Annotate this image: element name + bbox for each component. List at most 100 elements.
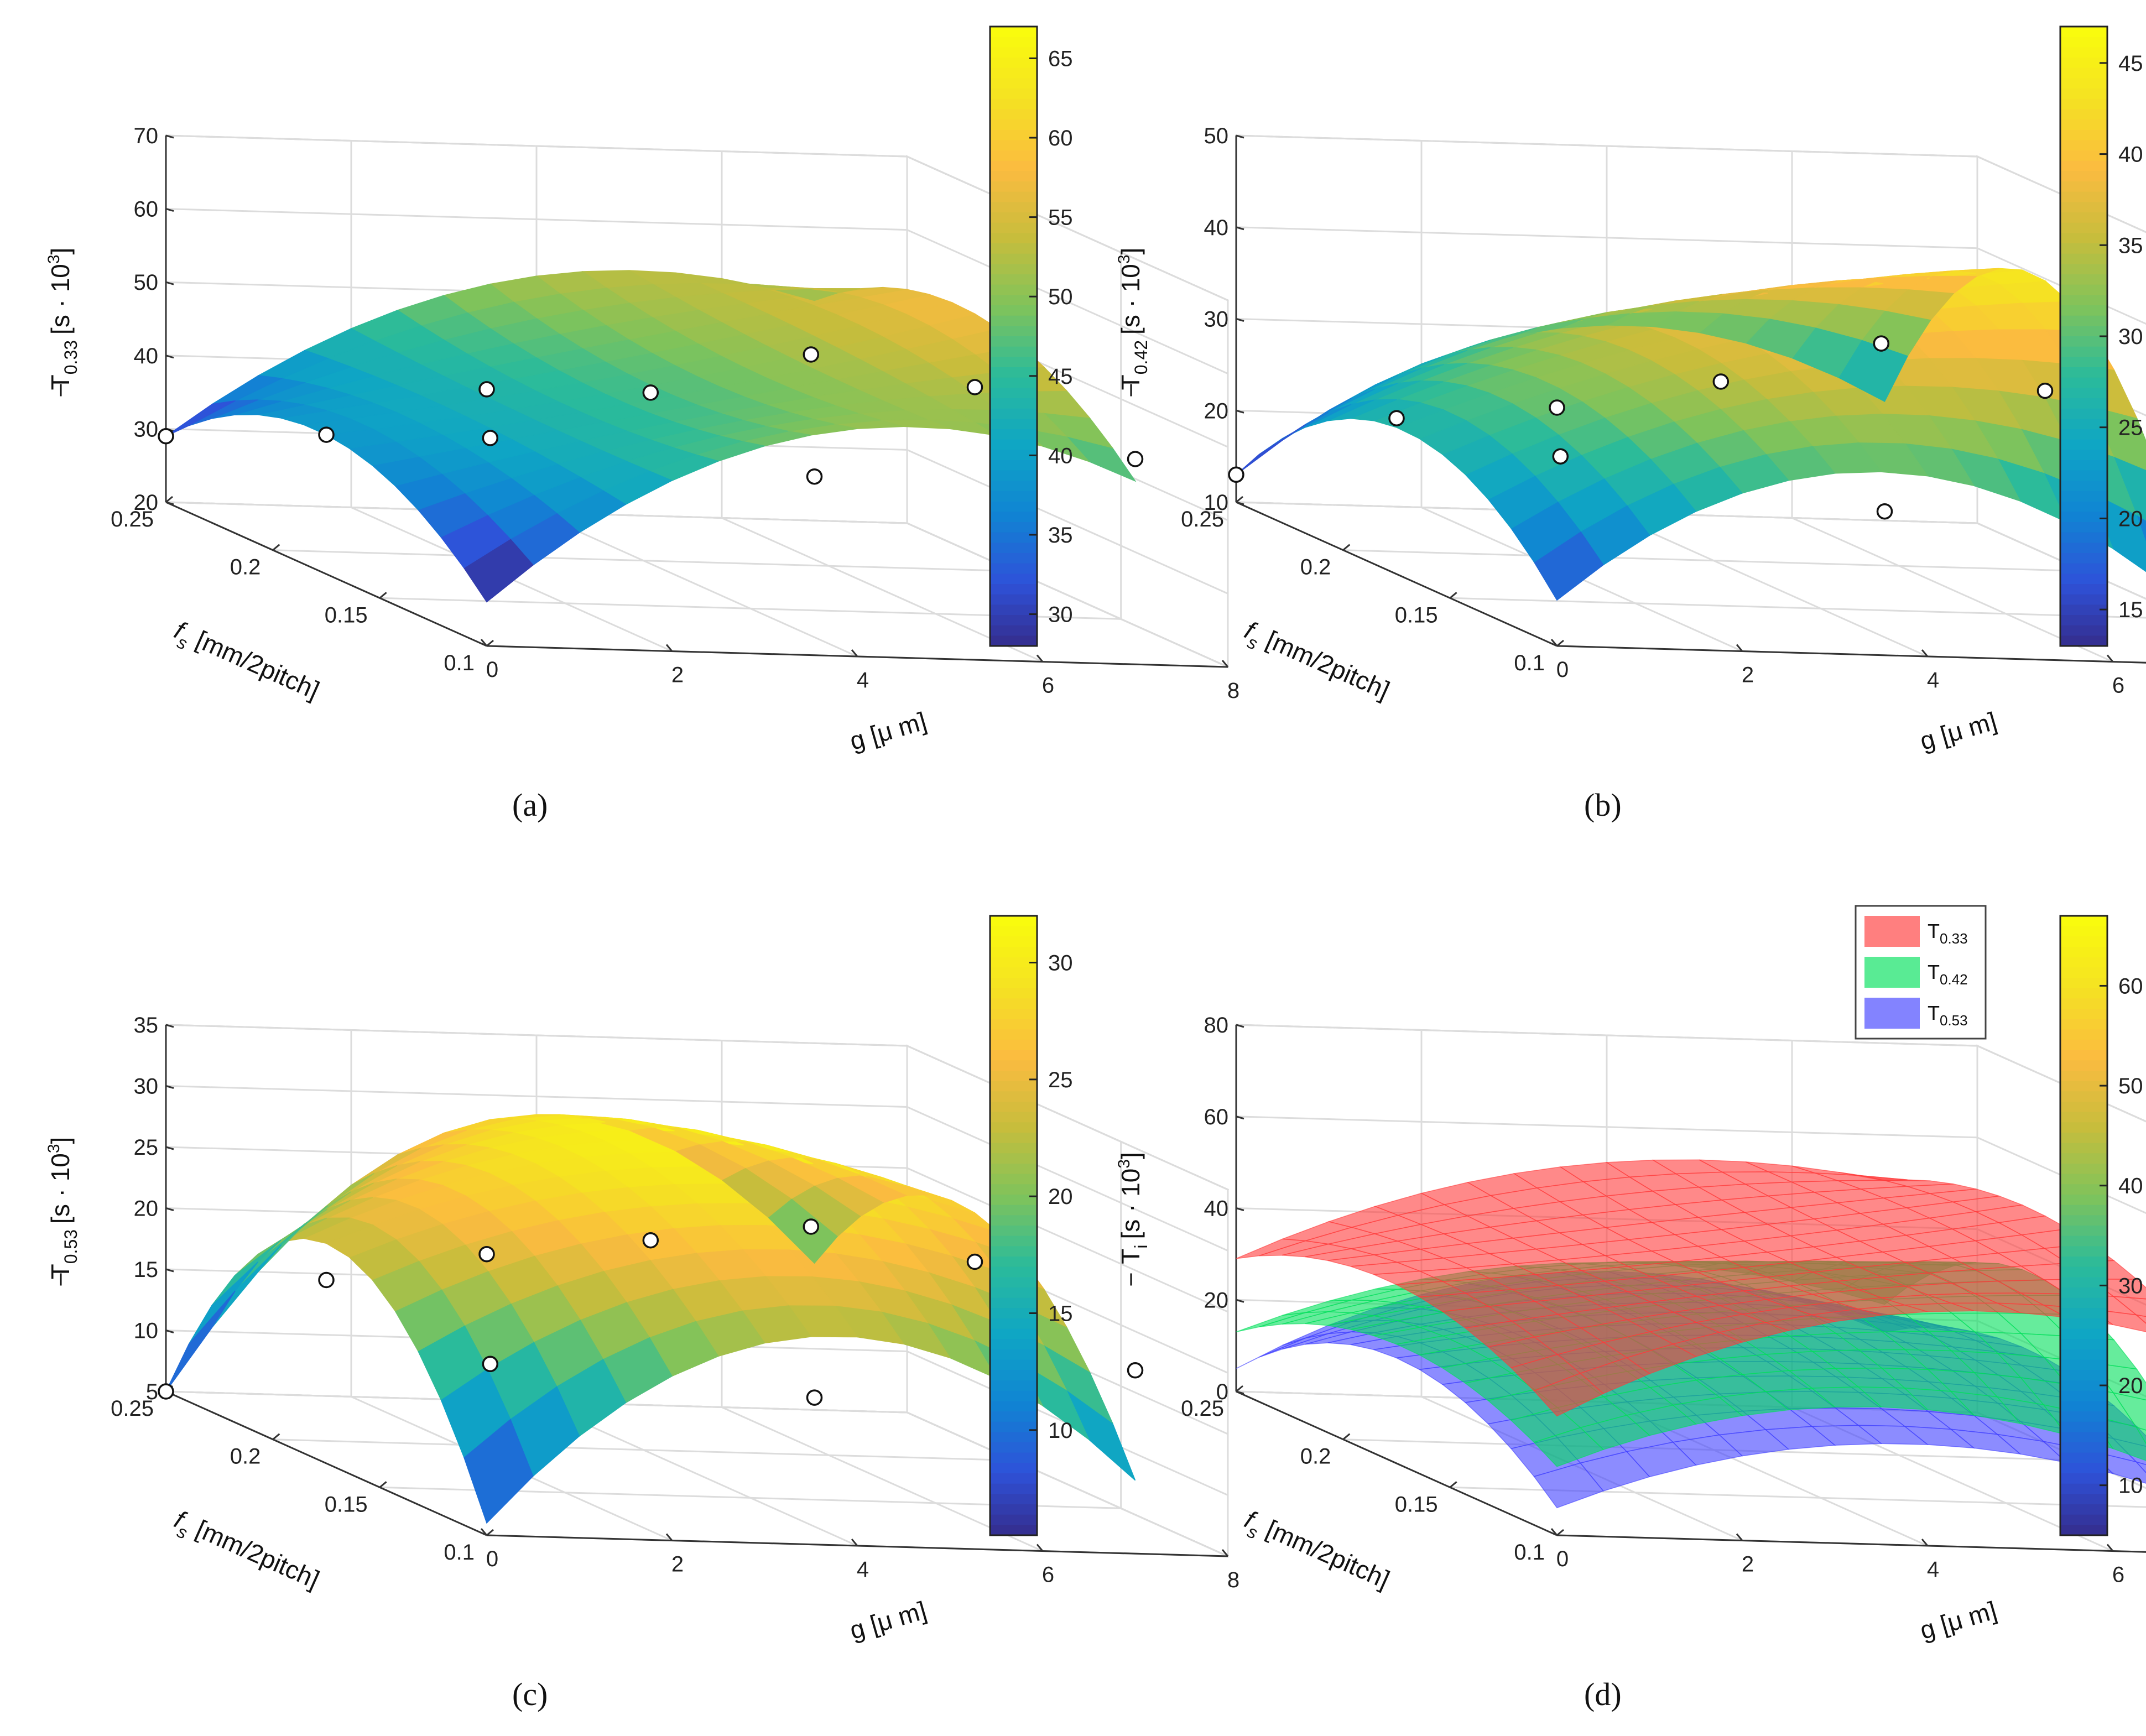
- z-label-close: ]: [1116, 248, 1145, 255]
- colorbar-band: [2060, 305, 2107, 316]
- z-label-unit: [s · 10: [1116, 264, 1145, 335]
- g-tick-label: 0: [486, 658, 498, 682]
- colorbar-tick-label: 15: [1048, 1301, 1073, 1326]
- colorbar-band: [990, 150, 1037, 161]
- colorbar-band: [990, 543, 1037, 554]
- colorbar-band: [990, 254, 1037, 265]
- colorbar-tick-label: 45: [1048, 364, 1073, 389]
- colorbar-band: [990, 1463, 1037, 1474]
- colorbar-band: [2060, 171, 2107, 182]
- colorbar-band: [2060, 1298, 2107, 1309]
- colorbar-band: [2060, 1091, 2107, 1102]
- data-point: [1878, 504, 1892, 519]
- f-tick-label: 0.25: [1181, 507, 1224, 531]
- colorbar-band: [990, 926, 1037, 937]
- colorbar-band: [990, 202, 1037, 213]
- colorbar-band: [2060, 264, 2107, 275]
- g-tick-label: 8: [1227, 1568, 1239, 1592]
- z-tick-label: 40: [134, 344, 159, 368]
- colorbar-band: [990, 1246, 1037, 1257]
- f-tick-label: 0.15: [1395, 603, 1438, 627]
- caption-b: (b): [1584, 786, 1622, 823]
- colorbar-band: [990, 1164, 1037, 1175]
- colorbar-tick-label: 30: [1048, 603, 1073, 627]
- colorbar-band: [2060, 1329, 2107, 1340]
- f-axis-label: fs[mm/2pitch]: [168, 1505, 324, 1600]
- colorbar-band: [2060, 1133, 2107, 1144]
- colorbar-band: [2060, 533, 2107, 544]
- colorbar-band: [2060, 1122, 2107, 1133]
- z-label-close: ]: [46, 248, 75, 255]
- colorbar-band: [2060, 1401, 2107, 1412]
- colorbar-band: [990, 512, 1037, 523]
- colorbar-band: [2060, 1060, 2107, 1071]
- data-point: [968, 380, 982, 394]
- colorbar-band: [990, 1277, 1037, 1288]
- colorbar-band: [2060, 595, 2107, 606]
- colorbar-tick-label: 10: [2118, 1474, 2143, 1498]
- colorbar-band: [2060, 1442, 2107, 1453]
- f-tick-label: 0.25: [111, 1396, 154, 1421]
- z-tick-label: 30: [134, 1075, 159, 1099]
- colorbar-band: [2060, 1019, 2107, 1030]
- data-point: [1713, 374, 1728, 389]
- f-tick-label: 0.15: [1395, 1492, 1438, 1516]
- data-point: [643, 385, 658, 400]
- g-axis-label: g [μ m]: [1916, 706, 1999, 755]
- z-tick-label: 20: [134, 1197, 159, 1221]
- colorbar-band: [2060, 1339, 2107, 1350]
- colorbar-band: [990, 635, 1037, 647]
- f-tick-label: 0.1: [444, 1540, 475, 1565]
- legend-label-main: T: [1928, 961, 1940, 983]
- z-label-exp: 3: [45, 1144, 63, 1153]
- colorbar-band: [990, 553, 1037, 564]
- colorbar-band: [2060, 625, 2107, 637]
- f-tick-label: 0.2: [1300, 1445, 1331, 1469]
- z-axis-label: T0.33[s · 103]: [45, 248, 81, 390]
- colorbar-band: [990, 264, 1037, 275]
- colorbar-tick-label: 35: [2118, 233, 2143, 258]
- colorbar-tick-label: 30: [2118, 1274, 2143, 1298]
- colorbar-band: [2060, 1071, 2107, 1082]
- colorbar-tick-label: 20: [2118, 507, 2143, 531]
- colorbar-band: [2060, 481, 2107, 492]
- data-point: [159, 1384, 173, 1399]
- colorbar-band: [2060, 1422, 2107, 1433]
- colorbar-band: [2060, 574, 2107, 585]
- colorbar-band: [2060, 1246, 2107, 1257]
- colorbar-band: [2060, 429, 2107, 440]
- z-tick-label: 50: [1204, 124, 1229, 148]
- colorbar-band: [2060, 543, 2107, 554]
- colorbar-band: [2060, 564, 2107, 575]
- data-point: [483, 1357, 497, 1371]
- colorbar-band: [2060, 378, 2107, 389]
- colorbar-band: [990, 1174, 1037, 1185]
- colorbar-band: [2060, 398, 2107, 409]
- colorbar-band: [2060, 254, 2107, 265]
- caption-c: (c): [512, 1676, 548, 1713]
- colorbar-band: [990, 130, 1037, 141]
- colorbar-band: [990, 1226, 1037, 1237]
- colorbar-band: [990, 471, 1037, 482]
- z-label-sub: 0.42: [1131, 340, 1151, 374]
- colorbar-band: [2060, 615, 2107, 626]
- data-point: [1389, 411, 1404, 425]
- z-label-sub: i: [1131, 1245, 1151, 1249]
- colorbar-band: [2060, 1174, 2107, 1185]
- z-tick-label: 40: [1204, 1197, 1229, 1221]
- colorbar-band: [990, 378, 1037, 389]
- colorbar-tick-label: 60: [1048, 126, 1073, 150]
- colorbar-band: [2060, 202, 2107, 213]
- colorbar-band: [2060, 1473, 2107, 1484]
- colorbar-band: [2060, 1494, 2107, 1505]
- colorbar-band: [2060, 388, 2107, 399]
- colorbar-band: [990, 1298, 1037, 1309]
- colorbar-band: [990, 1153, 1037, 1164]
- colorbar-band: [2060, 947, 2107, 958]
- g-tick-label: 6: [1042, 674, 1054, 698]
- z-tick-label: 40: [1204, 216, 1229, 240]
- colorbar-tick-label: 65: [1048, 46, 1073, 71]
